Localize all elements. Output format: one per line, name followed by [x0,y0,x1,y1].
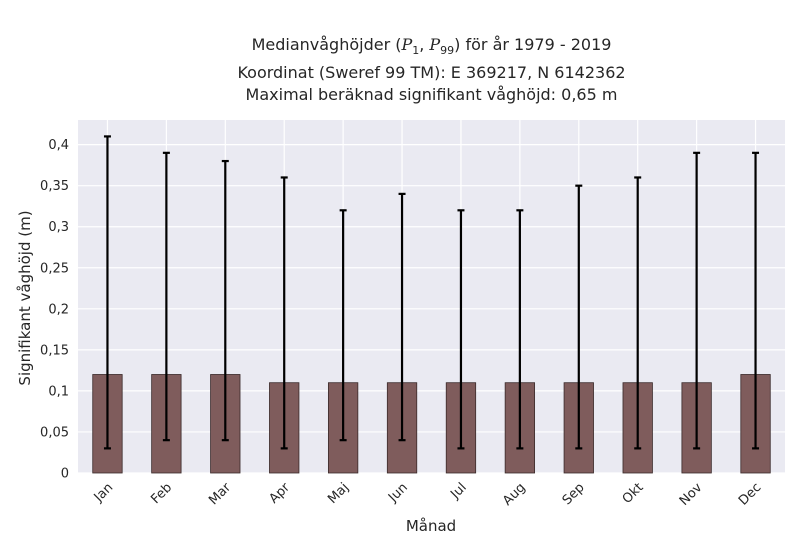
x-tick-label: Mar [206,480,234,508]
y-tick-label: 0,4 [48,138,69,153]
title-sep: , [419,35,430,54]
x-tick-label: Feb [148,480,175,507]
title-prefix: Medianvåghöjder ( [251,35,402,54]
error-bar-nov [693,151,701,450]
x-tick-label: Maj [325,480,352,507]
chart-title-line-1: Medianvåghöjder (P1, P99) för år 1979 - … [78,34,785,62]
x-tick-label: Jul [447,480,469,502]
y-tick-label: 0,2 [48,302,69,317]
title-p1-sub: 1 [412,44,420,58]
error-bar-apr [280,176,288,450]
chart-title-line-2: Koordinat (Sweref 99 TM): E 369217, N 61… [237,63,626,83]
error-bars [103,135,760,450]
error-bar-jan [103,135,111,450]
error-bar-mar [221,159,229,442]
x-tick-label: Apr [267,480,294,507]
error-bar-aug [516,209,524,450]
x-tick-label: Aug [500,480,529,509]
y-tick-label: 0,15 [40,343,69,358]
chart-title-line-3: Maximal beräknad signifikant våghöjd: 0,… [245,85,618,105]
error-bar-sep [575,184,583,450]
x-tick-label: Dec [736,480,764,508]
y-axis-ticks: 0 0,05 0,1 0,15 0,2 0,25 0,3 0,35 0,4 [40,138,69,481]
y-tick-label: 0,1 [48,384,69,399]
x-tick-label: Sep [560,480,588,508]
y-tick-label: 0,05 [40,425,69,440]
title-p99-sub: 99 [440,44,455,58]
x-tick-label: Nov [677,480,706,509]
y-tick-label: 0,25 [40,261,69,276]
title-p1: P [401,35,413,54]
y-tick-label: 0,35 [40,179,69,194]
x-axis-label: Månad [406,517,456,535]
y-axis-label: Signifikant våghöjd (m) [16,210,34,385]
title-suffix: ) för år 1979 - 2019 [454,35,612,54]
x-axis-ticks: Jan Feb Mar Apr Maj Jun Jul Aug Sep Okt Nov Dec [91,480,765,509]
title-p99: P [429,35,441,54]
x-tick-label: Jun [385,480,411,506]
x-tick-label: Jan [91,480,116,505]
plot-area [78,120,785,473]
error-bar-jun [398,192,406,442]
error-bar-dec [752,151,760,450]
chart-title: Medianvåghöjder (P1, P99) för år 1979 - … [78,34,785,106]
error-bar-jul [457,209,465,450]
error-bar-okt [634,176,642,450]
error-bar-maj [339,209,347,442]
error-bar-feb [162,151,170,442]
x-tick-label: Okt [620,480,647,507]
y-tick-label: 0 [61,467,69,482]
y-tick-label: 0,3 [48,220,69,235]
